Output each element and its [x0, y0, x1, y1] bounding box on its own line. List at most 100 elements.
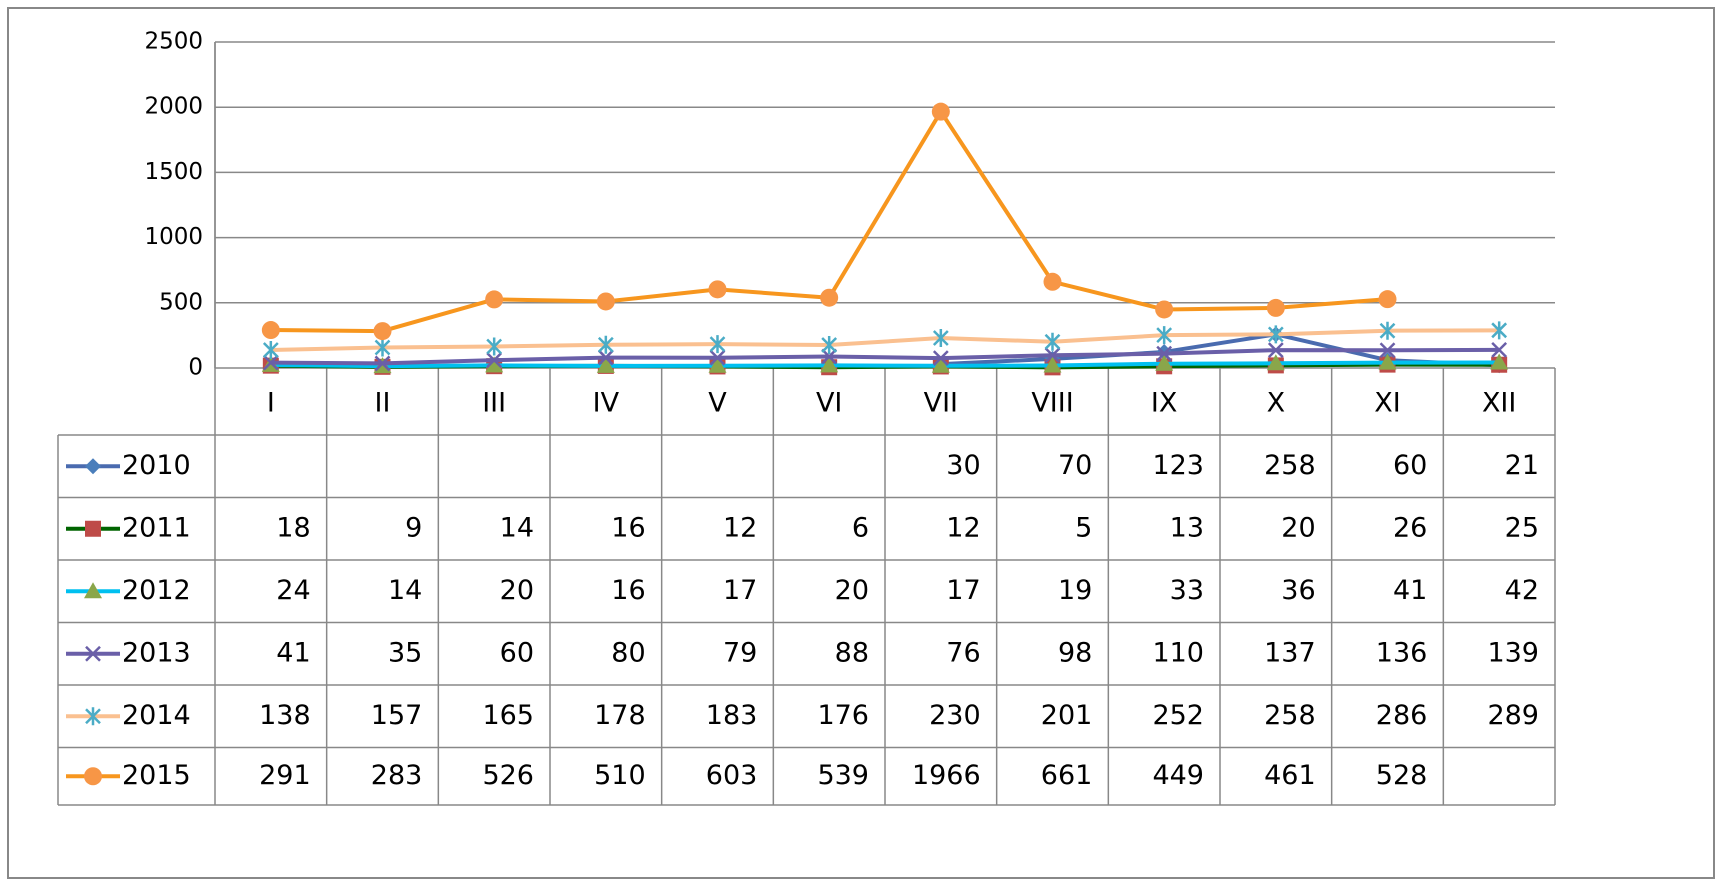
table-value: 16	[611, 575, 645, 606]
table-value: 510	[594, 760, 646, 791]
table-value: 26	[1393, 512, 1427, 543]
table-value: 528	[1376, 760, 1428, 791]
table-value: 289	[1487, 700, 1539, 731]
point	[821, 348, 838, 365]
table-value: 13	[1170, 512, 1204, 543]
point	[373, 322, 392, 341]
y-tick-label: 2500	[144, 29, 203, 55]
legend-marker	[85, 458, 101, 475]
table-value: 19	[1058, 575, 1092, 606]
point	[709, 349, 726, 366]
table-value: 283	[371, 760, 423, 791]
table-value: 9	[405, 512, 422, 543]
y-tick-label: 1000	[144, 224, 203, 250]
y-tick-label: 1500	[144, 159, 203, 185]
table-value: 252	[1152, 700, 1204, 731]
table-value: 165	[482, 700, 534, 731]
table-value: 30	[946, 450, 980, 481]
series-line	[270, 360, 1500, 369]
point	[1378, 353, 1397, 370]
table-value: 88	[835, 637, 869, 668]
table-value: 20	[1281, 512, 1315, 543]
table-value: 14	[500, 512, 534, 543]
point	[1155, 300, 1174, 319]
table-value: 258	[1264, 450, 1316, 481]
table-value: 603	[706, 760, 758, 791]
table-value: 24	[276, 575, 310, 606]
table-value: 291	[259, 760, 311, 791]
table-value: 449	[1152, 760, 1204, 791]
table-value: 6	[852, 512, 869, 543]
x-tick-label: IV	[593, 388, 620, 419]
point	[597, 349, 614, 366]
table-value: 17	[946, 575, 980, 606]
point	[262, 354, 279, 371]
table-value: 123	[1152, 450, 1204, 481]
point	[931, 102, 950, 121]
table-value: 136	[1376, 637, 1428, 668]
table-value: 661	[1041, 760, 1093, 791]
table-value: 60	[500, 637, 534, 668]
table-value: 80	[611, 637, 645, 668]
point	[820, 356, 839, 373]
legend-marker	[84, 767, 102, 786]
point	[1044, 332, 1061, 351]
table-value: 70	[1058, 450, 1092, 481]
table-value: 14	[388, 575, 422, 606]
point	[1266, 354, 1285, 371]
table-value: 33	[1170, 575, 1204, 606]
legend-label: 2010	[122, 450, 191, 481]
point	[1379, 321, 1396, 340]
table-value: 60	[1393, 450, 1427, 481]
table-value: 36	[1281, 575, 1315, 606]
table-value: 17	[723, 575, 757, 606]
point	[820, 288, 839, 307]
point	[709, 335, 726, 354]
x-tick-label: X	[1267, 388, 1286, 419]
table-value: 139	[1487, 637, 1539, 668]
legend-marker	[84, 582, 102, 599]
point	[931, 356, 950, 373]
table-value: 25	[1505, 512, 1539, 543]
point	[596, 356, 615, 373]
point	[261, 321, 280, 340]
table-value: 178	[594, 700, 646, 731]
x-tick-label: VI	[816, 388, 842, 419]
table-value: 12	[723, 512, 757, 543]
point	[1379, 342, 1396, 359]
legend-marker	[85, 645, 101, 662]
table-value: 110	[1152, 637, 1204, 668]
chart-frame	[7, 7, 1715, 879]
table-value: 20	[500, 575, 534, 606]
table-value: 539	[817, 760, 869, 791]
point	[485, 290, 504, 309]
y-tick-label: 500	[159, 289, 203, 315]
point	[597, 335, 614, 354]
point	[486, 337, 503, 356]
table-value: 230	[929, 700, 981, 731]
point	[486, 352, 503, 369]
table-value: 41	[1393, 575, 1427, 606]
point	[1266, 298, 1285, 317]
table-value: 258	[1264, 700, 1316, 731]
point	[1156, 326, 1173, 345]
table-value: 137	[1264, 637, 1316, 668]
point	[374, 355, 391, 372]
x-tick-label: VIII	[1031, 388, 1073, 419]
series-line	[270, 347, 1500, 366]
point	[262, 341, 279, 360]
point	[708, 356, 727, 373]
legend-marker	[85, 520, 101, 537]
y-tick-label: 0	[188, 355, 203, 381]
point	[1043, 272, 1062, 291]
point	[1044, 347, 1061, 364]
point	[1155, 354, 1174, 371]
point	[1267, 325, 1284, 344]
legend-label: 2013	[122, 637, 191, 668]
point	[1043, 356, 1062, 373]
point	[374, 338, 391, 357]
point	[485, 356, 504, 373]
table-value: 526	[482, 760, 534, 791]
point	[1490, 353, 1509, 370]
point	[596, 292, 615, 311]
